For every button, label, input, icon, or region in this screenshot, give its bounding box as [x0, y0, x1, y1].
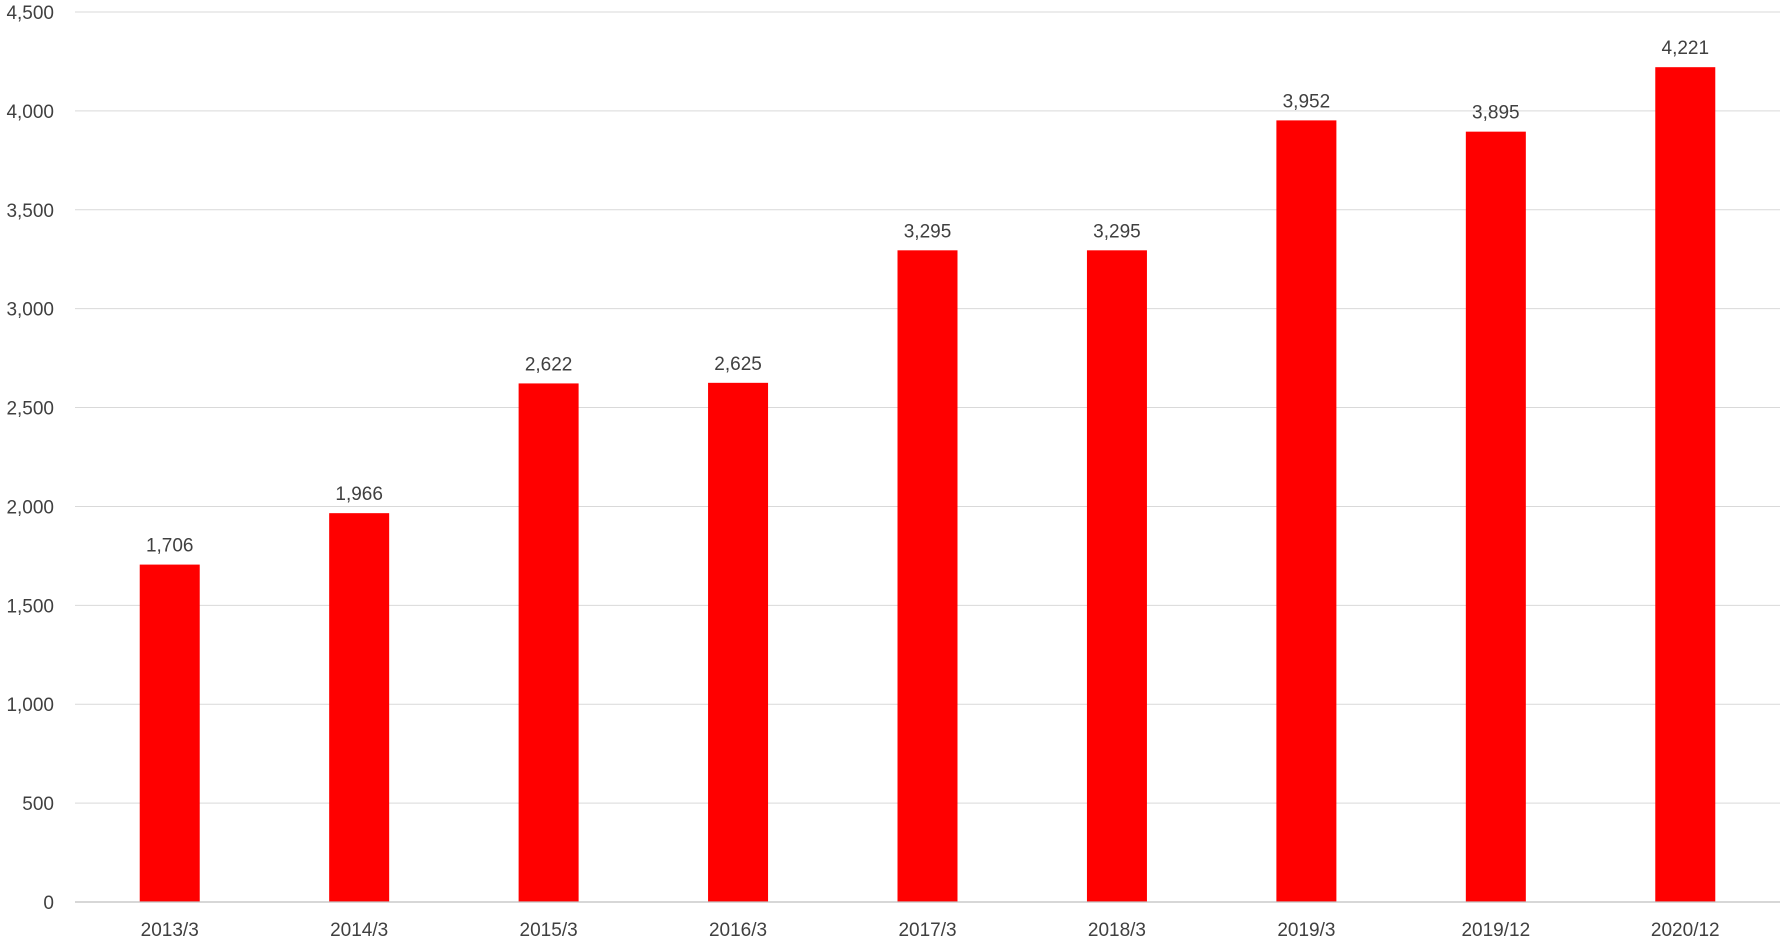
x-tick-label: 2013/3 [141, 920, 199, 941]
data-label: 2,622 [525, 354, 573, 375]
y-tick-label: 1,500 [6, 596, 54, 617]
data-label: 3,295 [904, 221, 952, 242]
data-label-layer: 1,706 1,966 2,622 2,625 3,295 3,295 3,952 3,895… [146, 38, 1709, 556]
bar-2013-3 [139, 564, 200, 902]
data-label: 3,295 [1093, 221, 1141, 242]
x-tick-label: 2019/12 [1461, 920, 1530, 941]
y-tick-label: 2,000 [6, 497, 54, 518]
data-label: 1,966 [335, 484, 383, 505]
bar-2016-3 [708, 382, 769, 902]
x-tick-layer: 2013/3 2014/3 2015/3 2016/3 2017/3 2018/3 2019… [141, 920, 1720, 941]
data-label: 4,221 [1662, 38, 1710, 59]
x-tick-label: 2020/12 [1651, 920, 1720, 941]
x-tick-label: 2018/3 [1088, 920, 1146, 941]
x-tick-label: 2015/3 [520, 920, 578, 941]
y-tick-label: 4,000 [6, 102, 54, 123]
bar-2019-12 [1465, 131, 1526, 903]
bar-layer [139, 67, 1716, 903]
x-tick-label: 2014/3 [330, 920, 388, 941]
y-tick-label: 3,500 [6, 201, 54, 222]
y-tick-label: 2,500 [6, 399, 54, 420]
x-tick-label: 2017/3 [898, 920, 956, 941]
bar-2017-3 [897, 250, 958, 903]
x-tick-label: 2016/3 [709, 920, 767, 941]
data-label: 3,895 [1472, 103, 1520, 124]
data-label: 1,706 [146, 536, 194, 557]
bar-2014-3 [329, 513, 390, 902]
bar-2020-12 [1655, 67, 1716, 903]
x-tick-label: 2019/3 [1277, 920, 1335, 941]
y-tick-label: 0 [43, 893, 54, 914]
y-tick-label: 500 [22, 794, 54, 815]
bar-2015-3 [518, 383, 579, 903]
data-label: 3,952 [1283, 91, 1331, 112]
y-tick-label: 3,000 [6, 300, 54, 321]
y-tick-label: 4,500 [6, 3, 54, 24]
data-label: 2,625 [714, 354, 762, 375]
bar-2018-3 [1086, 250, 1147, 903]
y-tick-layer: 0 500 1,000 1,500 2,000 2,500 3,000 3,500 4,000 4… [6, 3, 54, 914]
bar-2019-3 [1276, 120, 1337, 903]
y-tick-label: 1,000 [6, 695, 54, 716]
